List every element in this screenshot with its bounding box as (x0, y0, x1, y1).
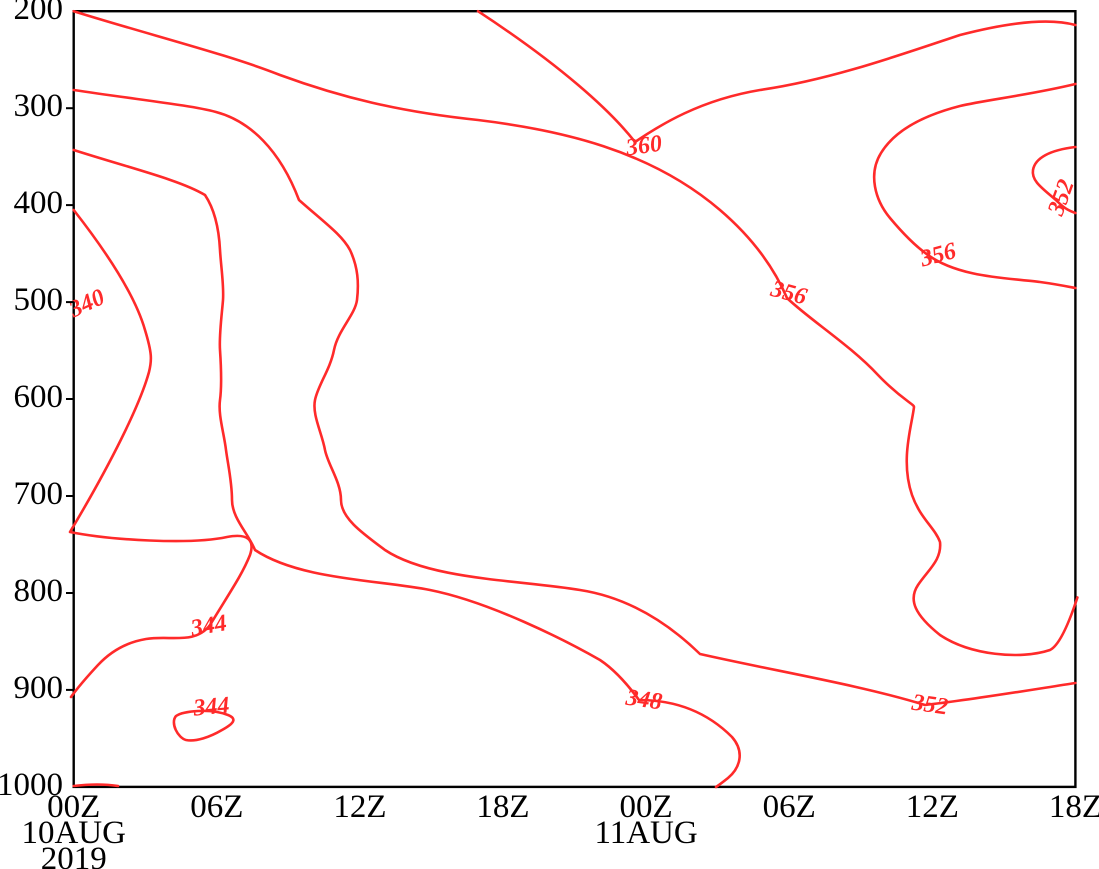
svg-text:352: 352 (909, 690, 949, 721)
svg-text:344: 344 (191, 693, 230, 722)
svg-text:400: 400 (14, 185, 64, 221)
svg-text:500: 500 (14, 282, 64, 318)
svg-text:200: 200 (14, 0, 64, 27)
svg-text:700: 700 (14, 476, 64, 512)
svg-text:900: 900 (14, 670, 64, 706)
svg-text:12Z: 12Z (333, 789, 386, 825)
svg-text:18Z: 18Z (476, 789, 529, 825)
svg-text:300: 300 (14, 88, 64, 124)
svg-text:2019: 2019 (41, 841, 107, 869)
svg-text:600: 600 (14, 379, 64, 415)
svg-text:348: 348 (623, 685, 663, 716)
svg-text:18Z: 18Z (1049, 789, 1099, 825)
svg-text:06Z: 06Z (763, 789, 816, 825)
svg-text:11AUG: 11AUG (594, 815, 697, 851)
svg-text:360: 360 (623, 131, 663, 162)
svg-text:06Z: 06Z (190, 789, 243, 825)
svg-text:12Z: 12Z (906, 789, 959, 825)
svg-text:800: 800 (14, 573, 64, 609)
